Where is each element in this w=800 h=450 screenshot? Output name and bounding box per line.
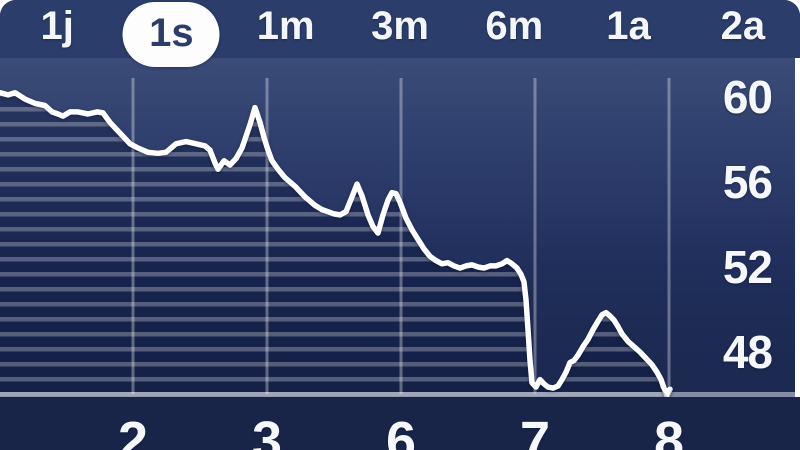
tab-label: 1j xyxy=(40,3,74,48)
tab-label: 2a xyxy=(720,3,766,48)
tab-1a[interactable]: 1a xyxy=(571,0,685,58)
x-axis-label: 8 xyxy=(653,411,685,450)
x-axis-label: 3 xyxy=(251,411,283,450)
tab-label: 1a xyxy=(606,3,651,48)
tab-label: 6m xyxy=(485,3,544,48)
tab-1m[interactable]: 1m xyxy=(229,0,343,58)
price-line-chart xyxy=(0,78,800,397)
x-axis-label: 7 xyxy=(519,411,551,450)
y-axis-label: 60 xyxy=(722,71,773,123)
tab-3m[interactable]: 3m xyxy=(343,0,457,58)
right-edge-highlight xyxy=(795,58,800,397)
y-axis-label: 52 xyxy=(722,241,773,293)
chart-area: 60 56 52 48 xyxy=(0,58,800,397)
tab-2a[interactable]: 2a xyxy=(686,0,800,58)
tab-1j[interactable]: 1j xyxy=(0,0,114,58)
tab-1s[interactable]: 1s xyxy=(114,0,228,67)
tab-6m[interactable]: 6m xyxy=(457,0,571,58)
tab-label: 3m xyxy=(371,3,429,48)
selected-tab-pill[interactable]: 1s xyxy=(122,2,220,67)
x-axis-label: 6 xyxy=(385,411,417,450)
range-tabbar: 1j 1s 1m 3m 6m 1a 2a xyxy=(0,0,800,67)
y-axis-label: 48 xyxy=(722,326,773,378)
tab-label: 1s xyxy=(149,11,194,55)
tab-label: 1m xyxy=(256,3,315,48)
x-axis-bar: 2 3 6 7 8 xyxy=(0,397,800,450)
y-axis-label: 56 xyxy=(722,156,773,208)
x-axis-label: 2 xyxy=(117,411,149,450)
